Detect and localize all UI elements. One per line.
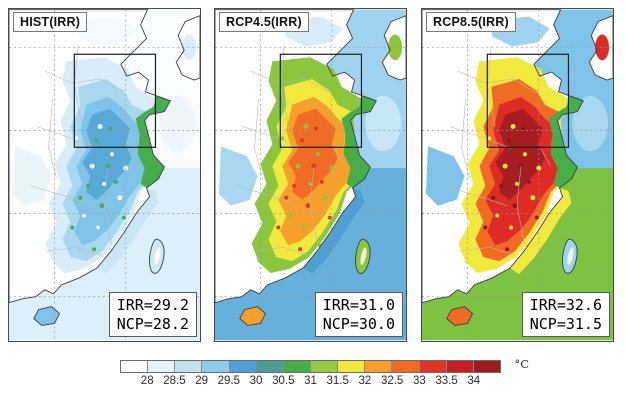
colorbar-tick-label: 29 <box>195 375 209 387</box>
colorbar-ticks: 28 28.5 29 29.5 30 30.5 31 31.5 32 32.5 33 33.5 34 <box>120 373 501 388</box>
colorbar-tick-label: 33 <box>412 375 426 387</box>
panel-title-rcp45: RCP4.5(IRR) <box>219 12 309 32</box>
colorbar-segment <box>229 361 257 372</box>
colorbar-segment <box>256 361 284 372</box>
colorbar-segment <box>148 361 176 372</box>
colorbar-tick-label: 32.5 <box>380 375 404 387</box>
colorbar-tick-label: 28.5 <box>163 375 186 387</box>
panel-title-rcp85: RCP8.5(IRR) <box>426 12 516 32</box>
stats-box-rcp85: IRR=32.6 NCP=31.5 <box>521 292 610 337</box>
irr-value: IRR=32.6 <box>529 296 602 315</box>
ncp-value: NCP=31.5 <box>529 314 602 333</box>
ncp-value: NCP=28.2 <box>116 314 189 333</box>
colorbar-tick-label: 31 <box>304 375 317 387</box>
colorbar-segment <box>121 361 149 372</box>
map-panel-hist: HIST(IRR) IRR=29.2 NCP=28.2 <box>8 8 201 342</box>
stats-box-hist: IRR=29.2 NCP=28.2 <box>108 292 197 337</box>
colorbar-segment <box>392 361 420 372</box>
colorbar-unit-label: °C <box>514 357 529 371</box>
irr-value: IRR=31.0 <box>322 296 395 315</box>
temperature-map-rcp85 <box>422 9 613 341</box>
korea-temp-patch <box>595 34 610 61</box>
stats-box-rcp45: IRR=31.0 NCP=30.0 <box>314 292 403 337</box>
colorbar-segment <box>365 361 393 372</box>
sea-patch <box>365 95 402 152</box>
colorbar-tick-label: 30.5 <box>272 375 295 387</box>
map-panel-rcp45: RCP4.5(IRR) IRR=31.0 NCP=30.0 <box>214 8 407 342</box>
irr-value: IRR=29.2 <box>116 296 189 315</box>
colorbar-gradient <box>120 360 501 373</box>
colorbar-segment <box>310 361 339 372</box>
map-panel-rcp85: RCP8.5(IRR) IRR=32.6 NCP=31.5 <box>421 8 614 342</box>
taiwan-core <box>567 247 574 265</box>
colorbar-segment <box>202 361 230 372</box>
colorbar: 28 28.5 29 29.5 30 30.5 31 31.5 32 32.5 33 33.5 34 °… <box>120 357 529 388</box>
sea-patch <box>572 95 609 152</box>
colorbar-segment <box>446 361 474 372</box>
colorbar-tick-label: 29.5 <box>217 375 241 387</box>
colorbar-tick-label: 33.5 <box>435 375 458 387</box>
colorbar-tick-label: 34 <box>467 375 481 387</box>
colorbar-segment <box>175 361 203 372</box>
colorbar-tick-label: 32 <box>358 375 372 387</box>
temperature-map-rcp45 <box>215 9 406 341</box>
colorbar-segment <box>473 361 500 372</box>
taiwan-core <box>154 247 161 265</box>
colorbar-segment <box>338 361 366 372</box>
colorbar-tick-label: 31.5 <box>326 375 349 387</box>
colorbar-segment <box>419 361 447 372</box>
ncp-value: NCP=30.0 <box>322 314 395 333</box>
panel-title-hist: HIST(IRR) <box>13 12 88 32</box>
colorbar-tick-label: 30 <box>249 375 263 387</box>
temperature-map-hist <box>9 9 200 341</box>
taiwan-core <box>360 247 367 265</box>
colorbar-segment <box>283 361 311 372</box>
colorbar-tick-label: 28 <box>140 375 154 387</box>
sea-patch <box>159 95 196 152</box>
